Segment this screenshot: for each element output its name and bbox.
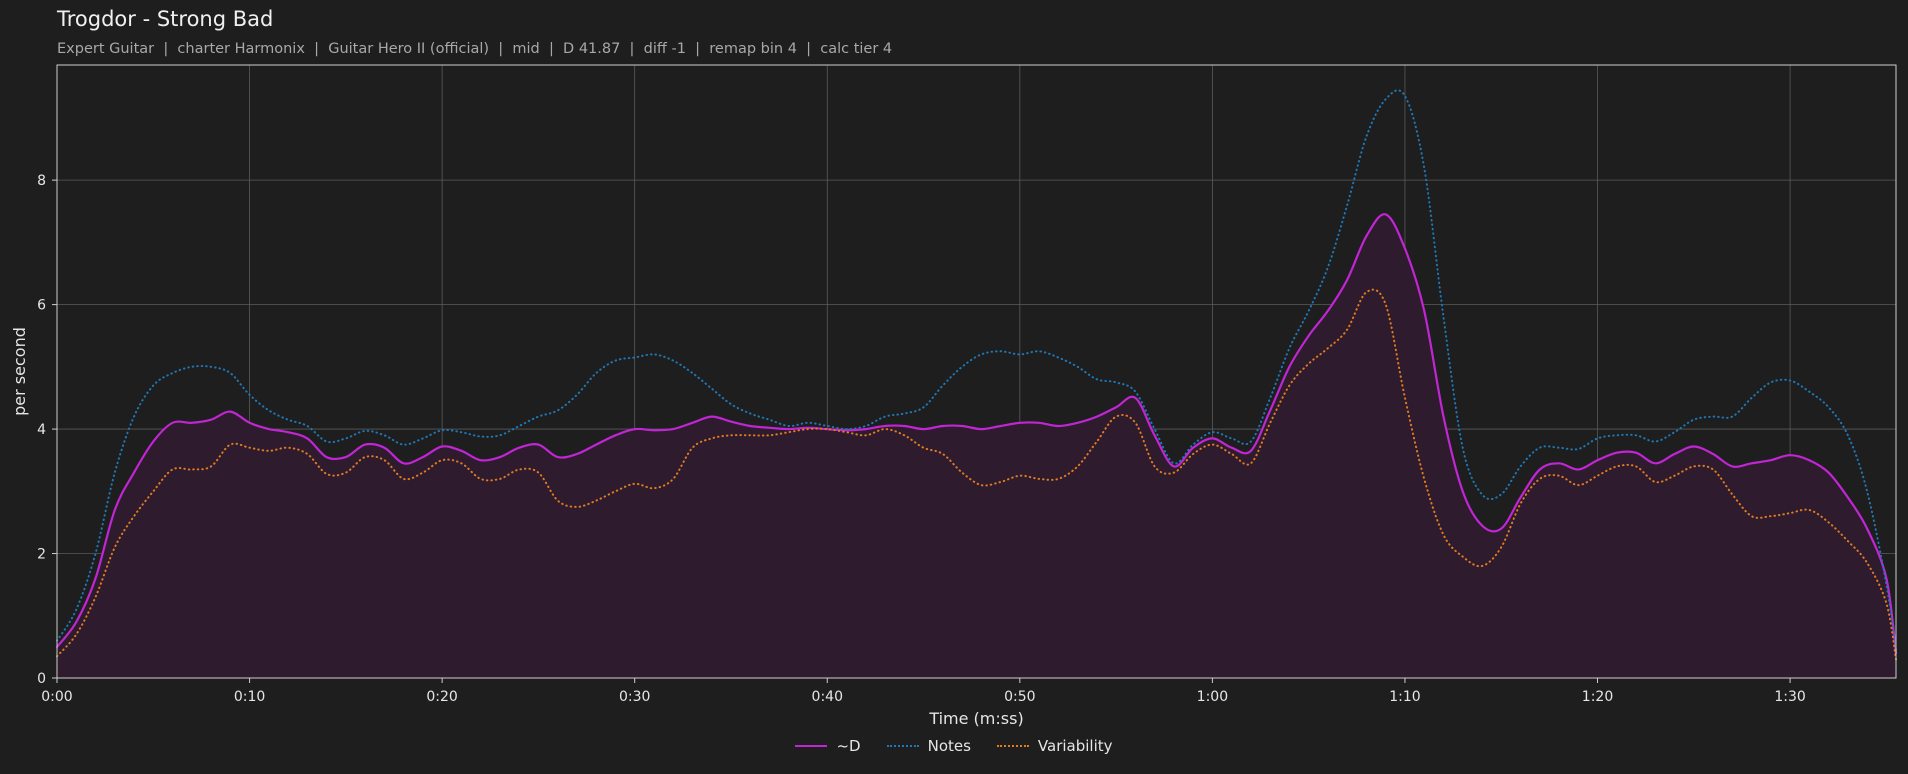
legend-item: ~D bbox=[795, 737, 861, 755]
x-tick-label: 0:00 bbox=[41, 689, 72, 705]
legend-item: Notes bbox=[886, 737, 971, 755]
series-line-variability bbox=[56, 288, 1897, 661]
legend-label: Notes bbox=[927, 737, 971, 755]
legend-swatch bbox=[795, 745, 828, 747]
legend-label: ~D bbox=[836, 737, 861, 755]
chart-title: Trogdor - Strong Bad bbox=[57, 7, 274, 31]
area-fill bbox=[57, 214, 1896, 679]
series-line-notes bbox=[56, 89, 1897, 651]
plot-frame bbox=[56, 64, 1897, 679]
y-axis-label: per second bbox=[10, 327, 29, 416]
x-tick-label: 0:30 bbox=[619, 689, 650, 705]
legend-label: Variability bbox=[1037, 737, 1113, 755]
x-tick-label: 0:40 bbox=[812, 689, 843, 705]
y-tick-label: 4 bbox=[37, 422, 46, 438]
x-tick-label: 1:20 bbox=[1582, 689, 1613, 705]
x-tick-label: 0:10 bbox=[234, 689, 265, 705]
legend-item: Variability bbox=[996, 737, 1113, 755]
y-tick-label: 8 bbox=[37, 173, 46, 189]
series-fill-d bbox=[57, 214, 1896, 679]
x-tick-label: 1:10 bbox=[1389, 689, 1420, 705]
chart-subtitle: Expert Guitar | charter Harmonix | Guita… bbox=[57, 41, 893, 57]
x-tick-label: 0:50 bbox=[1004, 689, 1035, 705]
x-tick-label: 0:20 bbox=[426, 689, 457, 705]
y-tick-label: 0 bbox=[37, 671, 46, 687]
x-tick-label: 1:30 bbox=[1774, 689, 1805, 705]
legend: ~D Notes Variability bbox=[0, 737, 1908, 755]
series-line-d bbox=[55, 213, 1898, 655]
series-lines bbox=[55, 89, 1898, 661]
x-axis-label: Time (m:ss) bbox=[928, 709, 1023, 728]
x-tick-label: 1:00 bbox=[1197, 689, 1228, 705]
legend-swatch bbox=[996, 745, 1029, 747]
legend-swatch bbox=[886, 745, 919, 747]
axis-ticks: 0:00 0:10 0:20 0:30 0:40 0:50 1:00 1:10 1:20 1:30… bbox=[37, 173, 1806, 705]
y-tick-label: 6 bbox=[37, 298, 46, 314]
y-tick-label: 2 bbox=[37, 547, 46, 563]
